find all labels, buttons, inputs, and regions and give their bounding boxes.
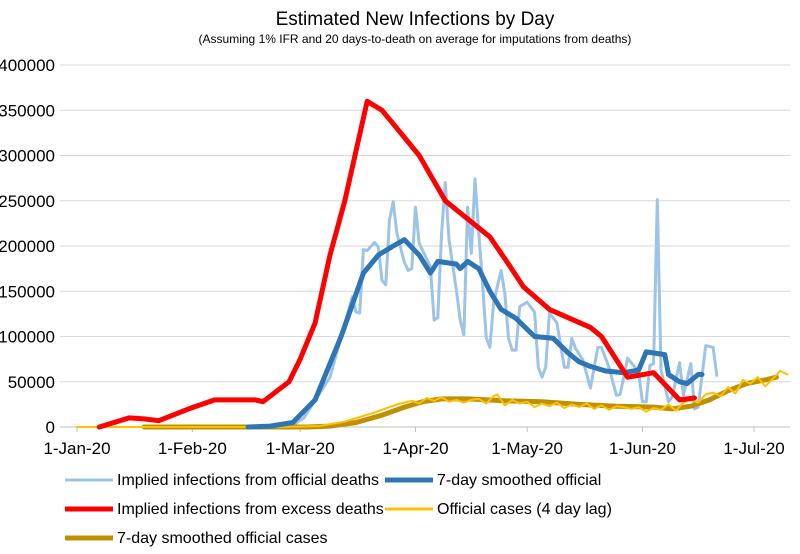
legend-label: Implied infections from official deaths	[117, 472, 379, 489]
legend-label: Official cases (4 day lag)	[437, 501, 612, 518]
x-tick-label: 1-Apr-20	[382, 439, 448, 458]
y-tick-label: 400000	[0, 56, 55, 75]
series-lines	[76, 98, 789, 430]
chart-title: Estimated New Infections by Day	[276, 9, 555, 30]
y-tick-label: 0	[46, 418, 55, 437]
y-axis-ticks: 0 50000 100000 150000 200000 250000 300000 3500…	[0, 56, 55, 437]
series-line-3	[76, 369, 789, 428]
legend: Implied infections from official deaths 7…	[65, 472, 612, 547]
series-line-1	[245, 237, 705, 430]
y-tick-label: 300000	[0, 147, 55, 166]
chart-subtitle: (Assuming 1% IFR and 20 days-to-death on…	[199, 32, 632, 46]
gridlines	[60, 64, 790, 428]
y-tick-label: 150000	[0, 282, 55, 301]
x-tick-label: 1-Jun-20	[609, 439, 676, 458]
legend-label: 7-day smoothed official cases	[117, 530, 327, 547]
legend-label: Implied infections from excess deaths	[117, 501, 384, 518]
x-tick-label: 1-May-20	[491, 439, 563, 458]
y-tick-label: 50000	[8, 373, 55, 392]
legend-label: 7-day smoothed official	[437, 472, 601, 489]
x-tick-label: 1-Mar-20	[266, 439, 335, 458]
x-tick-label: 1-Jul-20	[723, 439, 784, 458]
y-tick-label: 200000	[0, 237, 55, 256]
y-tick-label: 350000	[0, 101, 55, 120]
x-tick-label: 1-Jan-20	[43, 439, 110, 458]
series-line-2	[96, 98, 697, 430]
x-tick-label: 1-Feb-20	[158, 439, 227, 458]
y-tick-label: 100000	[0, 328, 55, 347]
series-line-0	[246, 177, 719, 429]
y-tick-label: 250000	[0, 192, 55, 211]
x-axis-ticks: 1-Jan-20 1-Feb-20 1-Mar-20 1-Apr-20 1-May-20…	[43, 427, 785, 458]
